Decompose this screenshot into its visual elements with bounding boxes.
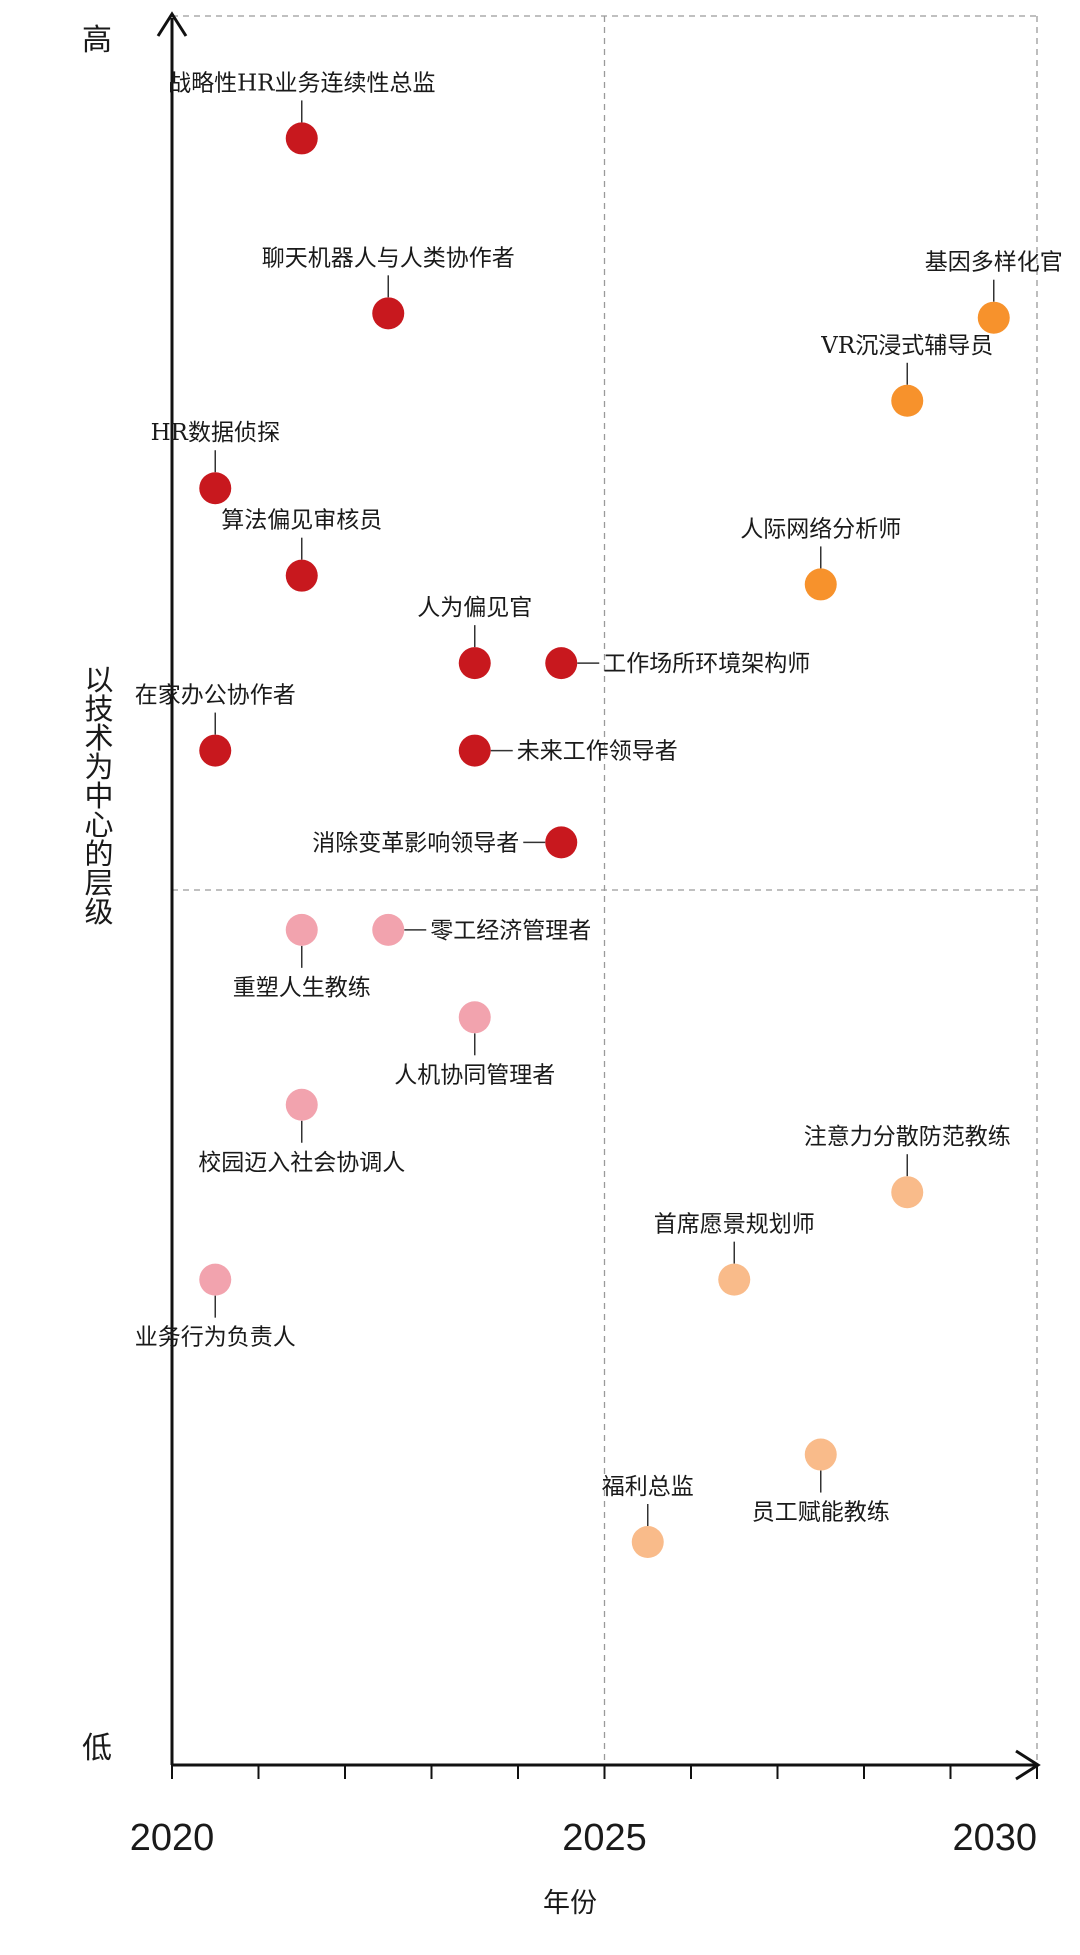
data-point: [372, 297, 405, 330]
data-point-label: 零工经济管理者: [430, 918, 591, 944]
data-point: [545, 647, 578, 680]
x-tick-label-2030: 2030: [952, 1817, 1037, 1859]
data-point-label: 人机协同管理者: [394, 1062, 555, 1088]
data-point-label: 人际网络分析师: [740, 516, 901, 542]
data-point: [977, 301, 1010, 334]
y-axis-low-label: 低: [82, 1731, 112, 1766]
data-point-label: 人为偏见官: [417, 595, 532, 621]
data-point-label: 业务行为负责人: [135, 1325, 296, 1351]
data-point: [199, 472, 232, 505]
x-tick-label-2020: 2020: [130, 1817, 215, 1859]
data-point-label: 注意力分散防范教练: [804, 1124, 1011, 1150]
data-point: [804, 1438, 837, 1471]
data-point: [199, 1263, 232, 1296]
data-point: [285, 122, 318, 155]
data-point-label: 工作场所环境架构师: [603, 651, 810, 677]
x-axis-ticks: [171, 1765, 1038, 1779]
x-axis-tick-labels: 2020 2025 2030: [130, 1817, 1037, 1859]
data-point-label: VR沉浸式辅导员: [820, 333, 993, 359]
data-point: [458, 647, 491, 680]
data-point-label: 算法偏见审核员: [221, 508, 382, 534]
data-point: [891, 1176, 924, 1209]
data-point: [199, 734, 232, 767]
y-axis-title: 以技术为中心的层级: [80, 665, 114, 926]
data-point-label: 校园迈入社会协调人: [198, 1150, 405, 1176]
data-point-label: 基因多样化官: [925, 250, 1063, 276]
data-point: [458, 1001, 491, 1034]
data-point: [372, 913, 405, 946]
x-tick-label-2025: 2025: [562, 1817, 647, 1859]
data-point-label: 战略性HR业务连续性总监: [168, 70, 435, 96]
data-point-label: 首席愿景规划师: [654, 1212, 815, 1238]
data-point: [718, 1263, 751, 1296]
data-point: [285, 559, 318, 592]
data-point-label: 聊天机器人与人类协作者: [262, 245, 515, 271]
y-axis-arrowhead: [156, 11, 188, 37]
data-point-label: 重塑人生教练: [233, 975, 371, 1001]
data-point-label: 在家办公协作者: [135, 683, 296, 709]
data-point-label: 未来工作领导者: [517, 739, 678, 765]
data-point-label: HR数据侦探: [151, 420, 280, 446]
data-point-label: 福利总监: [602, 1474, 694, 1500]
data-point-label: 员工赋能教练: [752, 1500, 890, 1526]
data-point: [285, 1088, 318, 1121]
data-point: [631, 1526, 664, 1559]
data-point: [285, 913, 318, 946]
data-point-label: 消除变革影响领导者: [312, 830, 519, 856]
data-point: [804, 568, 837, 601]
y-axis-high-label: 高: [82, 23, 112, 58]
data-point: [458, 734, 491, 767]
data-point: [545, 826, 578, 859]
x-axis-title: 年份: [543, 1888, 597, 1919]
data-point: [891, 384, 924, 417]
